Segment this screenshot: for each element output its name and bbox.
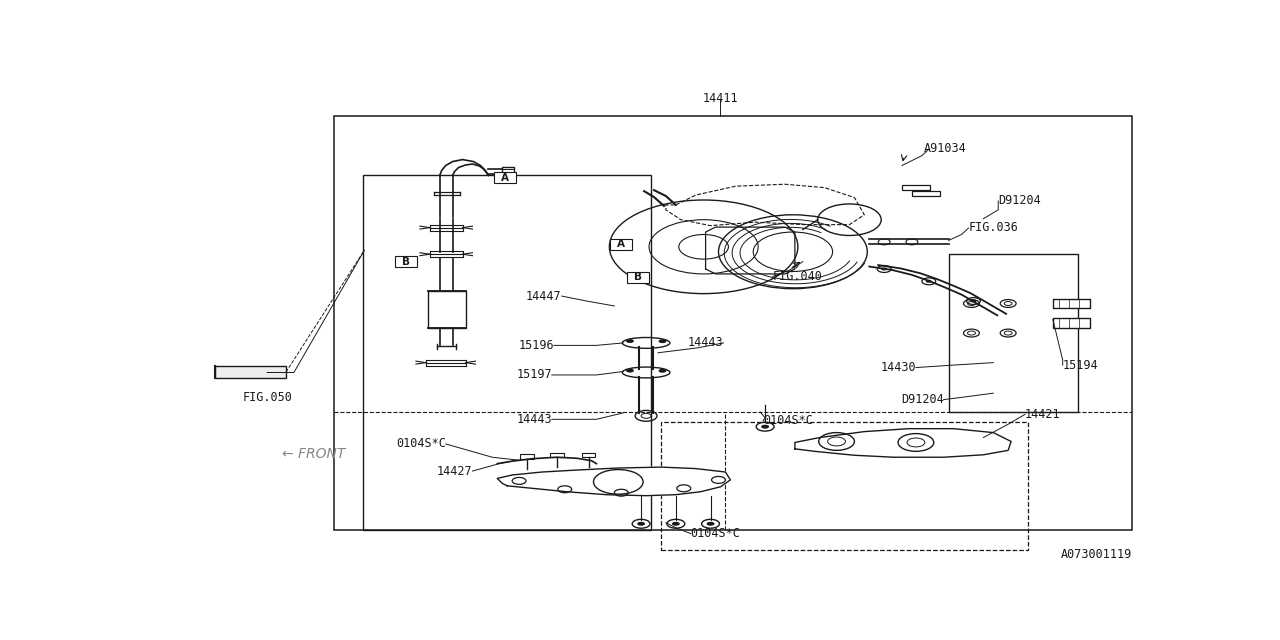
Text: A: A — [617, 239, 625, 250]
Bar — [581, 453, 595, 457]
Text: ← FRONT: ← FRONT — [282, 447, 346, 461]
Text: FIG.050: FIG.050 — [242, 390, 292, 404]
Text: 14447: 14447 — [526, 289, 562, 303]
Text: A073001119: A073001119 — [1061, 548, 1132, 561]
Text: 15196: 15196 — [518, 339, 554, 352]
Text: B: B — [402, 257, 410, 267]
Text: A91034: A91034 — [924, 141, 966, 155]
Circle shape — [925, 280, 932, 283]
Polygon shape — [498, 467, 731, 495]
Text: FIG.040: FIG.040 — [773, 270, 823, 283]
Text: 15197: 15197 — [516, 369, 552, 381]
Text: D91204: D91204 — [998, 193, 1041, 207]
Bar — [902, 185, 929, 190]
Circle shape — [658, 369, 667, 372]
Bar — [428, 291, 466, 328]
Bar — [1053, 298, 1091, 308]
Text: 14411: 14411 — [703, 92, 739, 106]
Bar — [1053, 318, 1091, 328]
Circle shape — [881, 268, 887, 271]
Text: B: B — [634, 273, 643, 282]
Circle shape — [637, 522, 645, 525]
Circle shape — [626, 339, 634, 343]
Bar — [911, 191, 940, 196]
Bar — [396, 256, 417, 267]
Bar — [520, 454, 534, 459]
Text: 0104S*C: 0104S*C — [763, 414, 813, 428]
Text: 0104S*C: 0104S*C — [691, 527, 741, 540]
Circle shape — [970, 300, 977, 303]
Circle shape — [707, 522, 714, 525]
Circle shape — [762, 425, 769, 429]
Circle shape — [672, 522, 680, 525]
Text: 14443: 14443 — [687, 337, 723, 349]
Bar — [948, 254, 1078, 412]
Bar — [494, 172, 516, 183]
Bar — [550, 453, 563, 457]
Circle shape — [658, 339, 667, 343]
Bar — [364, 175, 652, 530]
Text: 14427: 14427 — [436, 465, 472, 477]
Text: A: A — [502, 173, 509, 183]
Text: 15194: 15194 — [1062, 358, 1098, 372]
Circle shape — [626, 369, 634, 372]
Bar — [660, 422, 1028, 550]
Text: 14421: 14421 — [1025, 408, 1061, 421]
Polygon shape — [795, 429, 1011, 457]
Text: FIG.036: FIG.036 — [969, 221, 1019, 234]
Text: 14430: 14430 — [881, 361, 916, 374]
Text: 14443: 14443 — [516, 413, 552, 426]
Bar — [334, 116, 1132, 530]
Bar — [502, 167, 515, 177]
Bar — [215, 365, 285, 378]
Text: 0104S*C: 0104S*C — [396, 437, 445, 451]
Bar — [611, 239, 632, 250]
Text: D91204: D91204 — [901, 393, 943, 406]
Bar — [627, 272, 649, 283]
